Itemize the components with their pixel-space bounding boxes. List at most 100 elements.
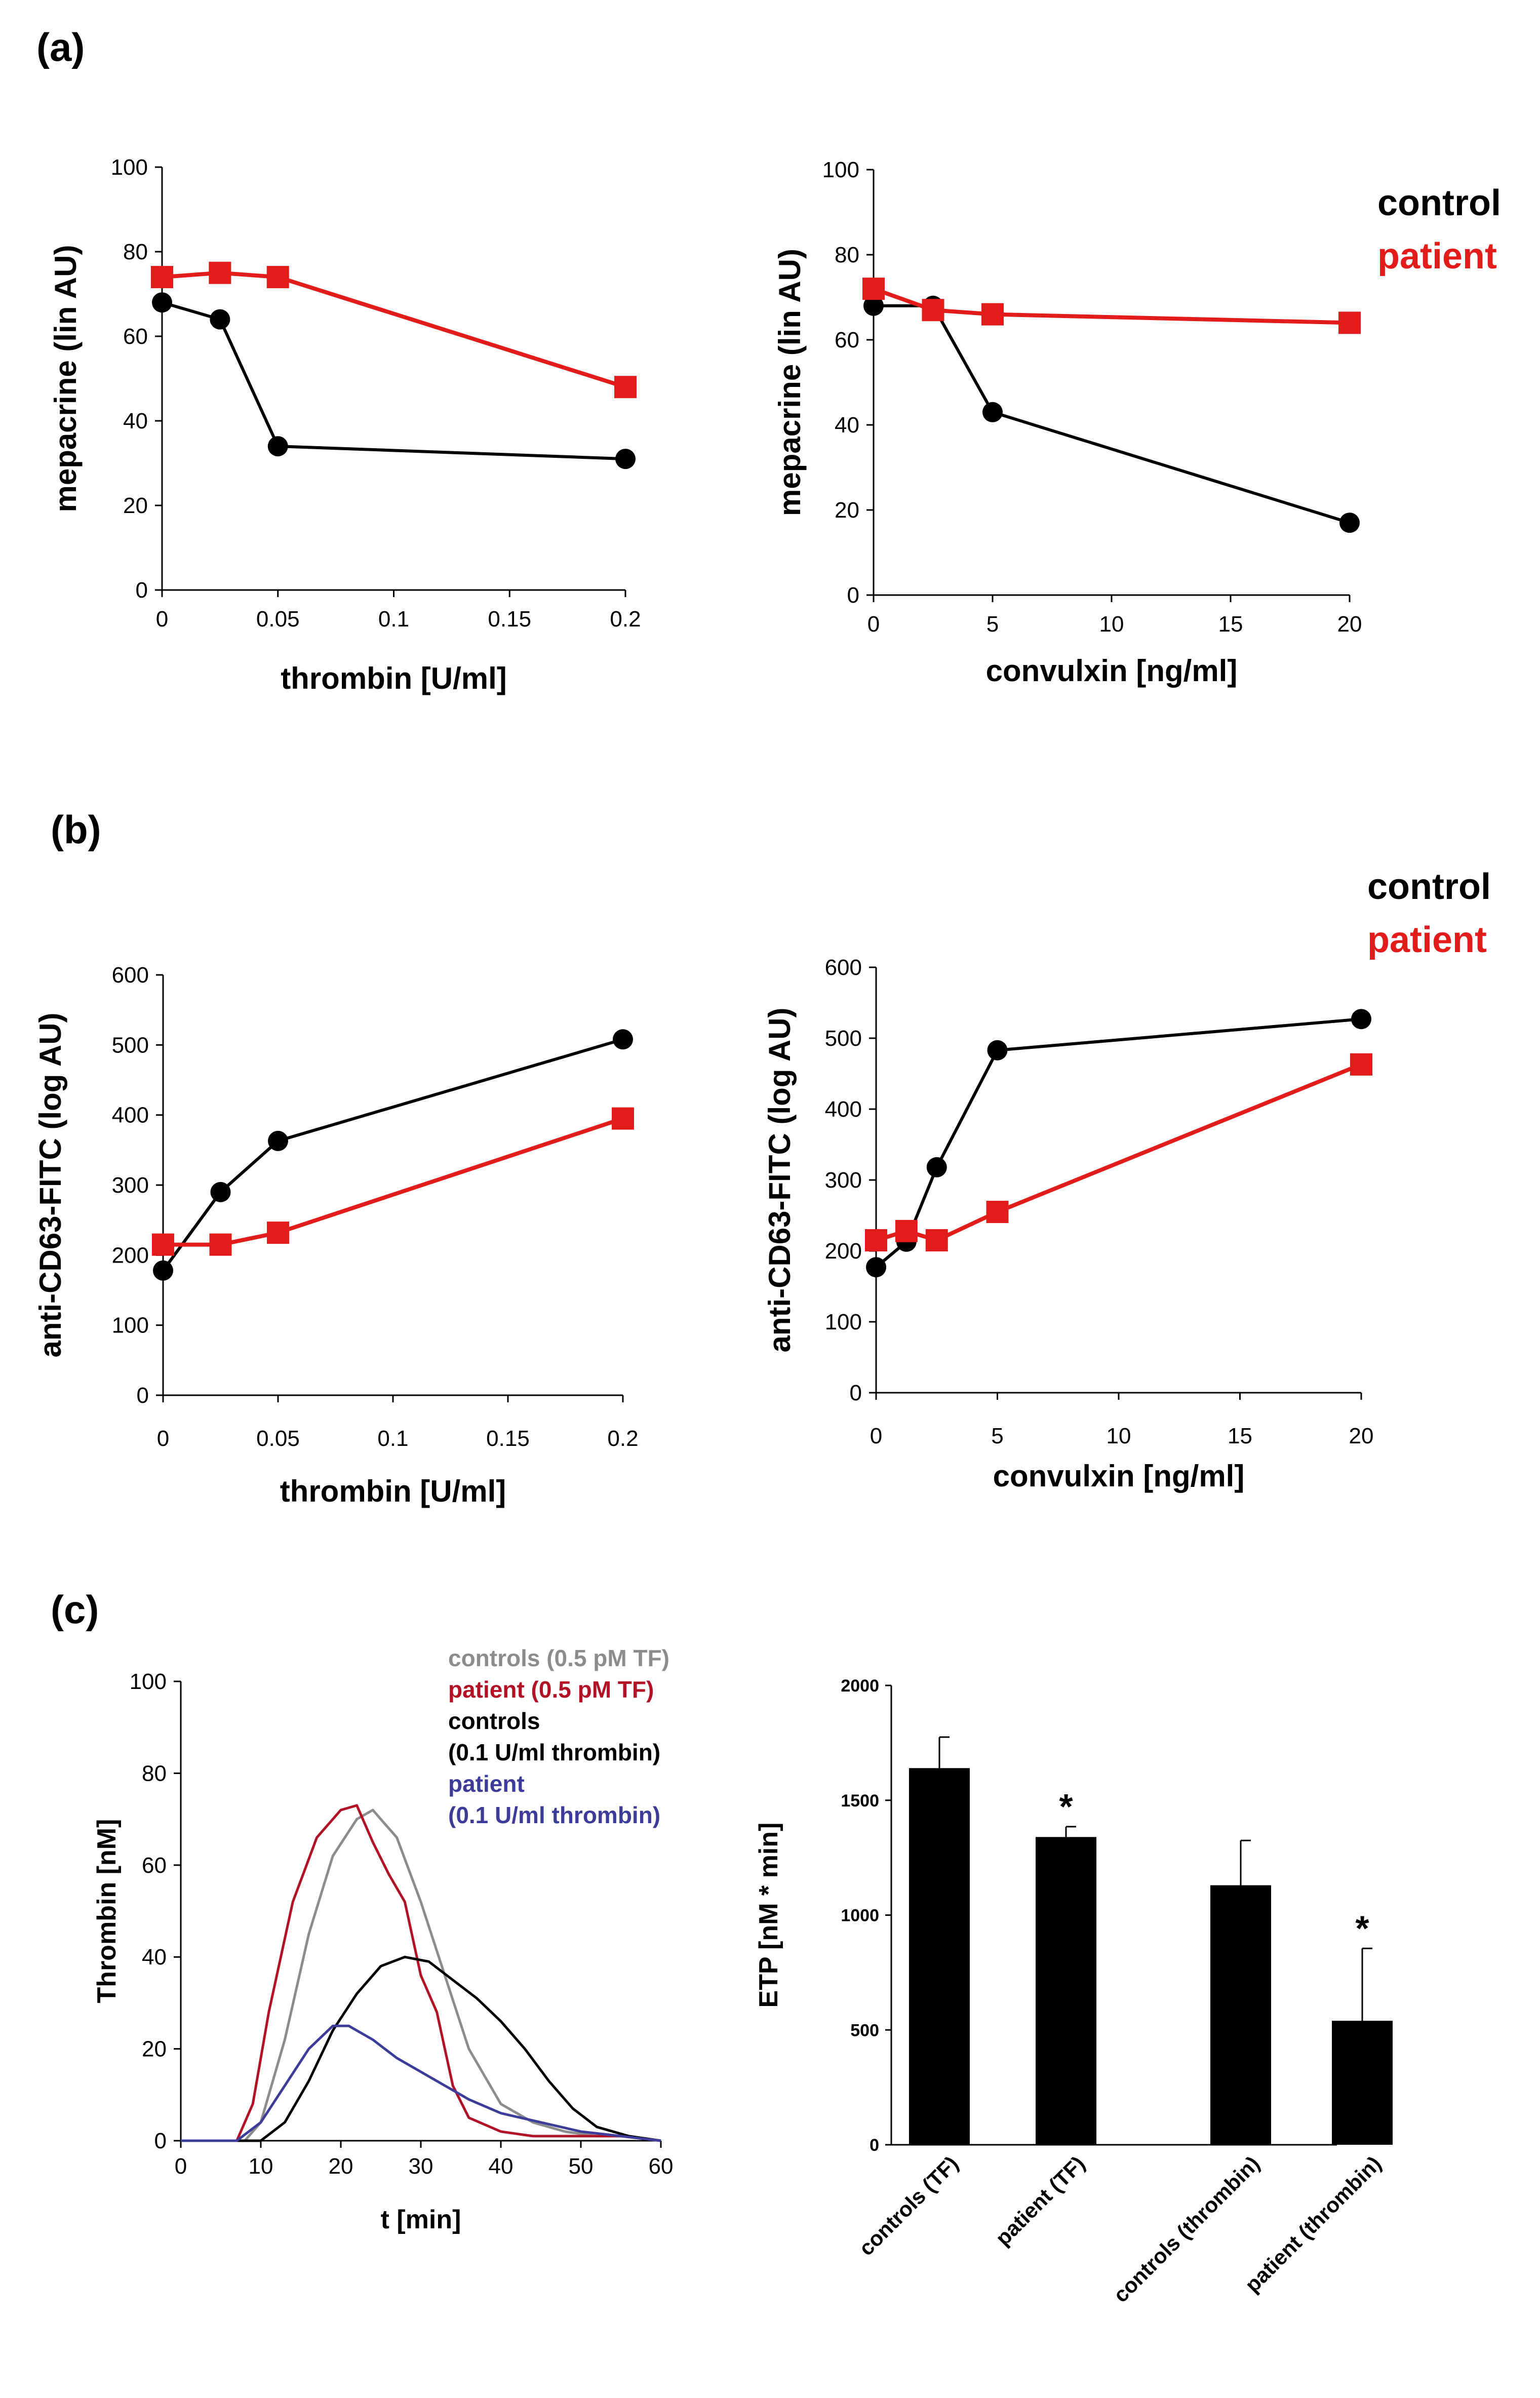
a-right-y-tick-label: 20 [835, 498, 859, 523]
c-left-legend-line: (0.1 U/ml thrombin) [448, 1739, 660, 1765]
chart-c-left: 0 20 40 60 80 100 0 10 20 30 40 50 60 t [min] Thrombin… [92, 1645, 673, 2234]
b-right-control-point [866, 1257, 886, 1278]
a-right-y-tick-label: 60 [835, 328, 859, 352]
b-left-control-point [268, 1130, 288, 1151]
b-left-y-tick-label: 500 [112, 1033, 149, 1057]
panel-label-b: (b) [51, 807, 101, 852]
b-right-patient-point [895, 1220, 918, 1242]
b-right-control-point [926, 1157, 947, 1177]
c-right-significance-marker: * [1059, 1787, 1073, 1826]
b-right-patient-point [865, 1229, 887, 1251]
b-left-patient-point [209, 1233, 232, 1256]
a-right-y-axis-title: mepacrine (lin AU) [773, 249, 807, 516]
b-left-control-point [613, 1029, 633, 1050]
c-right-y-tick-label: 0 [870, 2136, 879, 2155]
a-left-y-tick-label: 60 [123, 324, 148, 349]
b-right-control-point [1351, 1009, 1371, 1030]
chart-a-left: 0 20 40 60 80 100 0 0.05 0.1 0.15 0.2 thrombin [U/m… [49, 155, 641, 695]
a-left-patient-point [209, 261, 231, 284]
b-right-x-tick-label: 10 [1107, 1424, 1131, 1448]
c-left-series-controls-0-1-u-ml-thrombin--line [181, 1955, 661, 2142]
c-right-y-tick-label: 2000 [841, 1676, 879, 1696]
c-left-x-tick-label: 0 [175, 2154, 187, 2179]
a-left-patient-point [266, 266, 289, 289]
a-left-y-tick-label: 80 [123, 240, 148, 264]
c-left-series-patient-0-1-u-ml-thrombin--line [181, 2024, 661, 2142]
c-left-legend-line: patient [448, 1771, 525, 1797]
a-right-legend-patient: patient [1377, 236, 1497, 277]
a-left-x-tick-label: 0.15 [488, 607, 531, 632]
b-left-patient-point [152, 1233, 174, 1256]
b-left-y-tick-label: 300 [112, 1173, 149, 1198]
c-right-y-tick-label: 1500 [841, 1791, 879, 1811]
b-left-control-point [210, 1182, 231, 1202]
b-left-x-axis-title: thrombin [U/ml] [280, 1474, 506, 1508]
b-right-patient-point [1350, 1053, 1372, 1076]
a-right-control-point [982, 402, 1003, 422]
c-right-y-tick-label: 1000 [841, 1906, 879, 1925]
panel-label-a: (a) [36, 25, 85, 69]
b-left-control-point [153, 1260, 173, 1281]
a-left-patient-point [151, 266, 173, 289]
a-right-y-tick-label: 0 [847, 583, 859, 608]
a-right-x-tick-label: 20 [1337, 612, 1362, 637]
c-left-y-tick-label: 100 [130, 1669, 167, 1694]
b-right-patient-point [925, 1229, 948, 1251]
c-left-x-axis-title: t [min] [381, 2205, 461, 2234]
panel-label-c: (c) [51, 1587, 99, 1632]
a-left-control-point [210, 309, 230, 330]
b-right-y-tick-label: 100 [825, 1310, 862, 1334]
c-left-legend-line: controls [448, 1708, 540, 1734]
chart-b-right: 0 100 200 300 400 500 600 0 5 10 15 20 convulxin [ng… [763, 867, 1491, 1493]
b-right-x-tick-label: 15 [1228, 1424, 1252, 1448]
a-right-x-tick-label: 15 [1218, 612, 1243, 637]
a-right-patient-point [981, 303, 1004, 326]
c-left-x-tick-label: 20 [329, 2154, 353, 2179]
b-right-y-axis-title: anti-CD63-FITC (log AU) [763, 1007, 797, 1352]
c-left-x-tick-label: 30 [409, 2154, 433, 2179]
b-right-y-tick-label: 300 [825, 1168, 862, 1193]
c-right-bar [909, 1768, 970, 2145]
b-right-legend-control: control [1367, 867, 1491, 907]
a-left-x-tick-label: 0.1 [378, 607, 409, 632]
c-right-bar [1210, 1885, 1271, 2145]
b-left-x-tick-label: 0.05 [256, 1426, 300, 1451]
a-right-patient-point [862, 278, 885, 300]
b-right-y-tick-label: 600 [825, 955, 862, 980]
a-left-control-point [152, 292, 172, 313]
a-left-y-tick-label: 0 [136, 578, 148, 603]
b-right-x-axis-title: convulxin [ng/ml] [993, 1459, 1245, 1493]
a-left-y-tick-label: 20 [123, 493, 148, 518]
c-left-y-tick-label: 20 [142, 2037, 167, 2062]
a-left-x-tick-label: 0.05 [256, 607, 300, 632]
b-left-y-tick-label: 600 [112, 963, 149, 988]
a-left-control-point [615, 449, 636, 469]
c-left-y-tick-label: 0 [154, 2129, 167, 2153]
a-left-y-tick-label: 40 [123, 409, 148, 434]
c-left-legend-line: patient (0.5 pM TF) [448, 1676, 654, 1703]
b-left-series-control-line [162, 1038, 623, 1272]
b-left-x-tick-label: 0.1 [377, 1426, 408, 1451]
chart-b-left: 0 100 200 300 400 500 600 0 0.05 0.1 0.15 0.2 thromb… [33, 963, 639, 1508]
c-right-bar [1332, 2021, 1393, 2145]
a-left-patient-point [614, 376, 637, 399]
a-right-y-tick-label: 80 [835, 243, 859, 267]
chart-a-right: 0 20 40 60 80 100 0 5 10 15 20 convulxin [ng/ml] mep… [773, 158, 1501, 688]
a-right-legend-control: control [1377, 183, 1501, 223]
b-right-y-tick-label: 0 [850, 1381, 862, 1405]
a-left-y-axis-title: mepacrine (lin AU) [49, 245, 83, 513]
a-left-series-patient-line [162, 270, 626, 389]
b-left-y-tick-label: 200 [112, 1243, 149, 1268]
a-left-x-tick-label: 0.2 [610, 607, 641, 632]
a-left-y-tick-label: 100 [111, 155, 148, 180]
a-left-x-tick-label: 0 [156, 607, 168, 632]
b-right-control-point [987, 1040, 1008, 1060]
a-right-x-tick-label: 10 [1099, 612, 1124, 637]
a-right-patient-point [922, 299, 944, 322]
b-left-x-tick-label: 0 [157, 1426, 169, 1451]
c-left-x-tick-label: 60 [649, 2154, 674, 2179]
a-right-patient-point [1338, 311, 1361, 334]
c-left-x-tick-label: 40 [489, 2154, 514, 2179]
c-right-bar [1036, 1837, 1096, 2145]
a-right-series-patient-line [873, 287, 1350, 325]
